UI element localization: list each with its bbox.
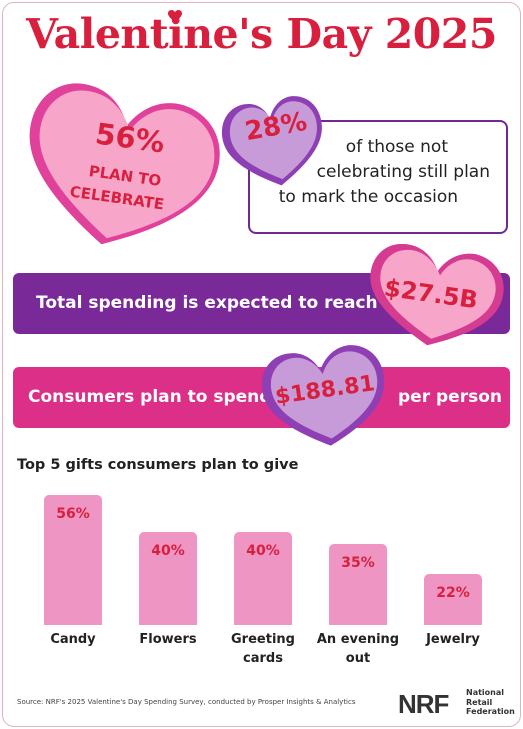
not-celebrating-line2: celebrating still plan — [316, 162, 490, 182]
small-heart-icon — [168, 10, 182, 22]
chart-title: Top 5 gifts consumers plan to give — [17, 457, 299, 473]
bar-value-label: 40% — [151, 543, 185, 560]
category-label: Flowers — [139, 632, 197, 647]
candy-heart-per-person — [261, 345, 385, 446]
nrf-logo-line1: National — [466, 688, 504, 697]
nrf-logo: NRF — [398, 689, 449, 719]
nrf-logo-line3: Federation — [466, 707, 515, 716]
nrf-logo-line2: Retail — [466, 697, 493, 707]
category-label: An evening out — [316, 632, 400, 666]
not-celebrating-text: of those not celebrating still plan to m… — [262, 135, 502, 210]
bar-3 — [329, 543, 387, 625]
category-label: Greeting cards — [231, 632, 295, 666]
not-celebrating-line3: to mark the occasion — [278, 187, 458, 207]
bar-4 — [424, 573, 482, 625]
total-spending-text: Total spending is expected to reach — [36, 293, 378, 313]
bar-0 — [44, 495, 102, 625]
bar-2 — [234, 532, 292, 625]
per-person-text-after: per person — [398, 387, 502, 407]
page-title: Valentine's Day 2025 — [26, 10, 497, 58]
source-note: Source: NRF's 2025 Valentine's Day Spend… — [17, 698, 356, 706]
bar-value-label: 56% — [56, 506, 90, 522]
per-person-text-before: Consumers plan to spend — [28, 387, 272, 407]
bar-value-label: 22% — [436, 584, 470, 601]
category-label: Jewelry — [426, 632, 480, 647]
bar-value-label: 40% — [246, 543, 280, 560]
bar-value-label: 35% — [341, 554, 375, 571]
not-celebrating-line1: of those not — [345, 137, 448, 157]
candy-heart-total — [370, 244, 504, 346]
candy-heart-celebrate — [29, 83, 220, 245]
bar-1 — [139, 532, 197, 625]
per-person-band — [13, 367, 510, 428]
nrf-logo-name: National Retail Federation — [466, 688, 515, 717]
category-label: Candy — [50, 632, 96, 647]
candy-heart-28 — [221, 96, 322, 186]
